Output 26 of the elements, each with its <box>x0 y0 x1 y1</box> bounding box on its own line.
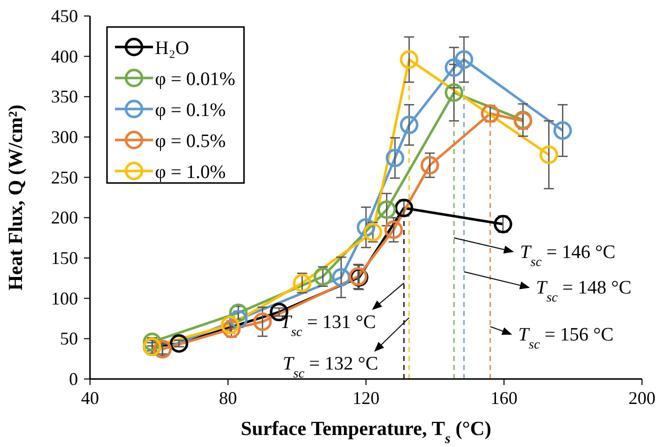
y-axis-title: Heat Flux, Q (W/cm²) <box>5 104 27 290</box>
y-tick-label: 250 <box>51 167 78 188</box>
annotation: T$_{sc}$ = 156 °C <box>518 324 614 352</box>
legend-label: φ = 1.0% <box>155 162 226 183</box>
legend-label: φ = 0.1% <box>155 100 226 121</box>
y-tick-label: 400 <box>51 46 78 66</box>
legend-label: φ = 0.01% <box>155 69 236 90</box>
y-tick-label: 200 <box>51 208 78 228</box>
y-tick-label: 50 <box>60 328 78 349</box>
x-tick-label: 120 <box>352 388 380 408</box>
legend-label: φ = 0.5% <box>155 131 226 152</box>
y-tick-label: 350 <box>51 86 78 107</box>
legend-label: H₂O <box>155 38 190 59</box>
annotation: T$_{sc}$ = 146 °C <box>520 242 616 268</box>
y-tick-label: 450 <box>51 6 78 26</box>
y-tick-label: 0 <box>69 369 78 389</box>
x-tick-label: 40 <box>81 388 99 408</box>
x-tick-label: 80 <box>219 388 237 408</box>
y-tick-label: 100 <box>51 288 78 308</box>
annotation: T$_{sc}$ = 132 °C <box>282 354 378 380</box>
x-tick-label: 200 <box>628 388 656 408</box>
y-tick-label: 150 <box>51 248 78 268</box>
x-axis-title: Surface Temperature, T$_{s}$ (°C) <box>240 418 492 446</box>
annotation: T$_{sc}$ = 148 °C <box>536 278 632 304</box>
x-tick-label: 160 <box>490 388 518 408</box>
y-tick-label: 300 <box>51 127 78 147</box>
